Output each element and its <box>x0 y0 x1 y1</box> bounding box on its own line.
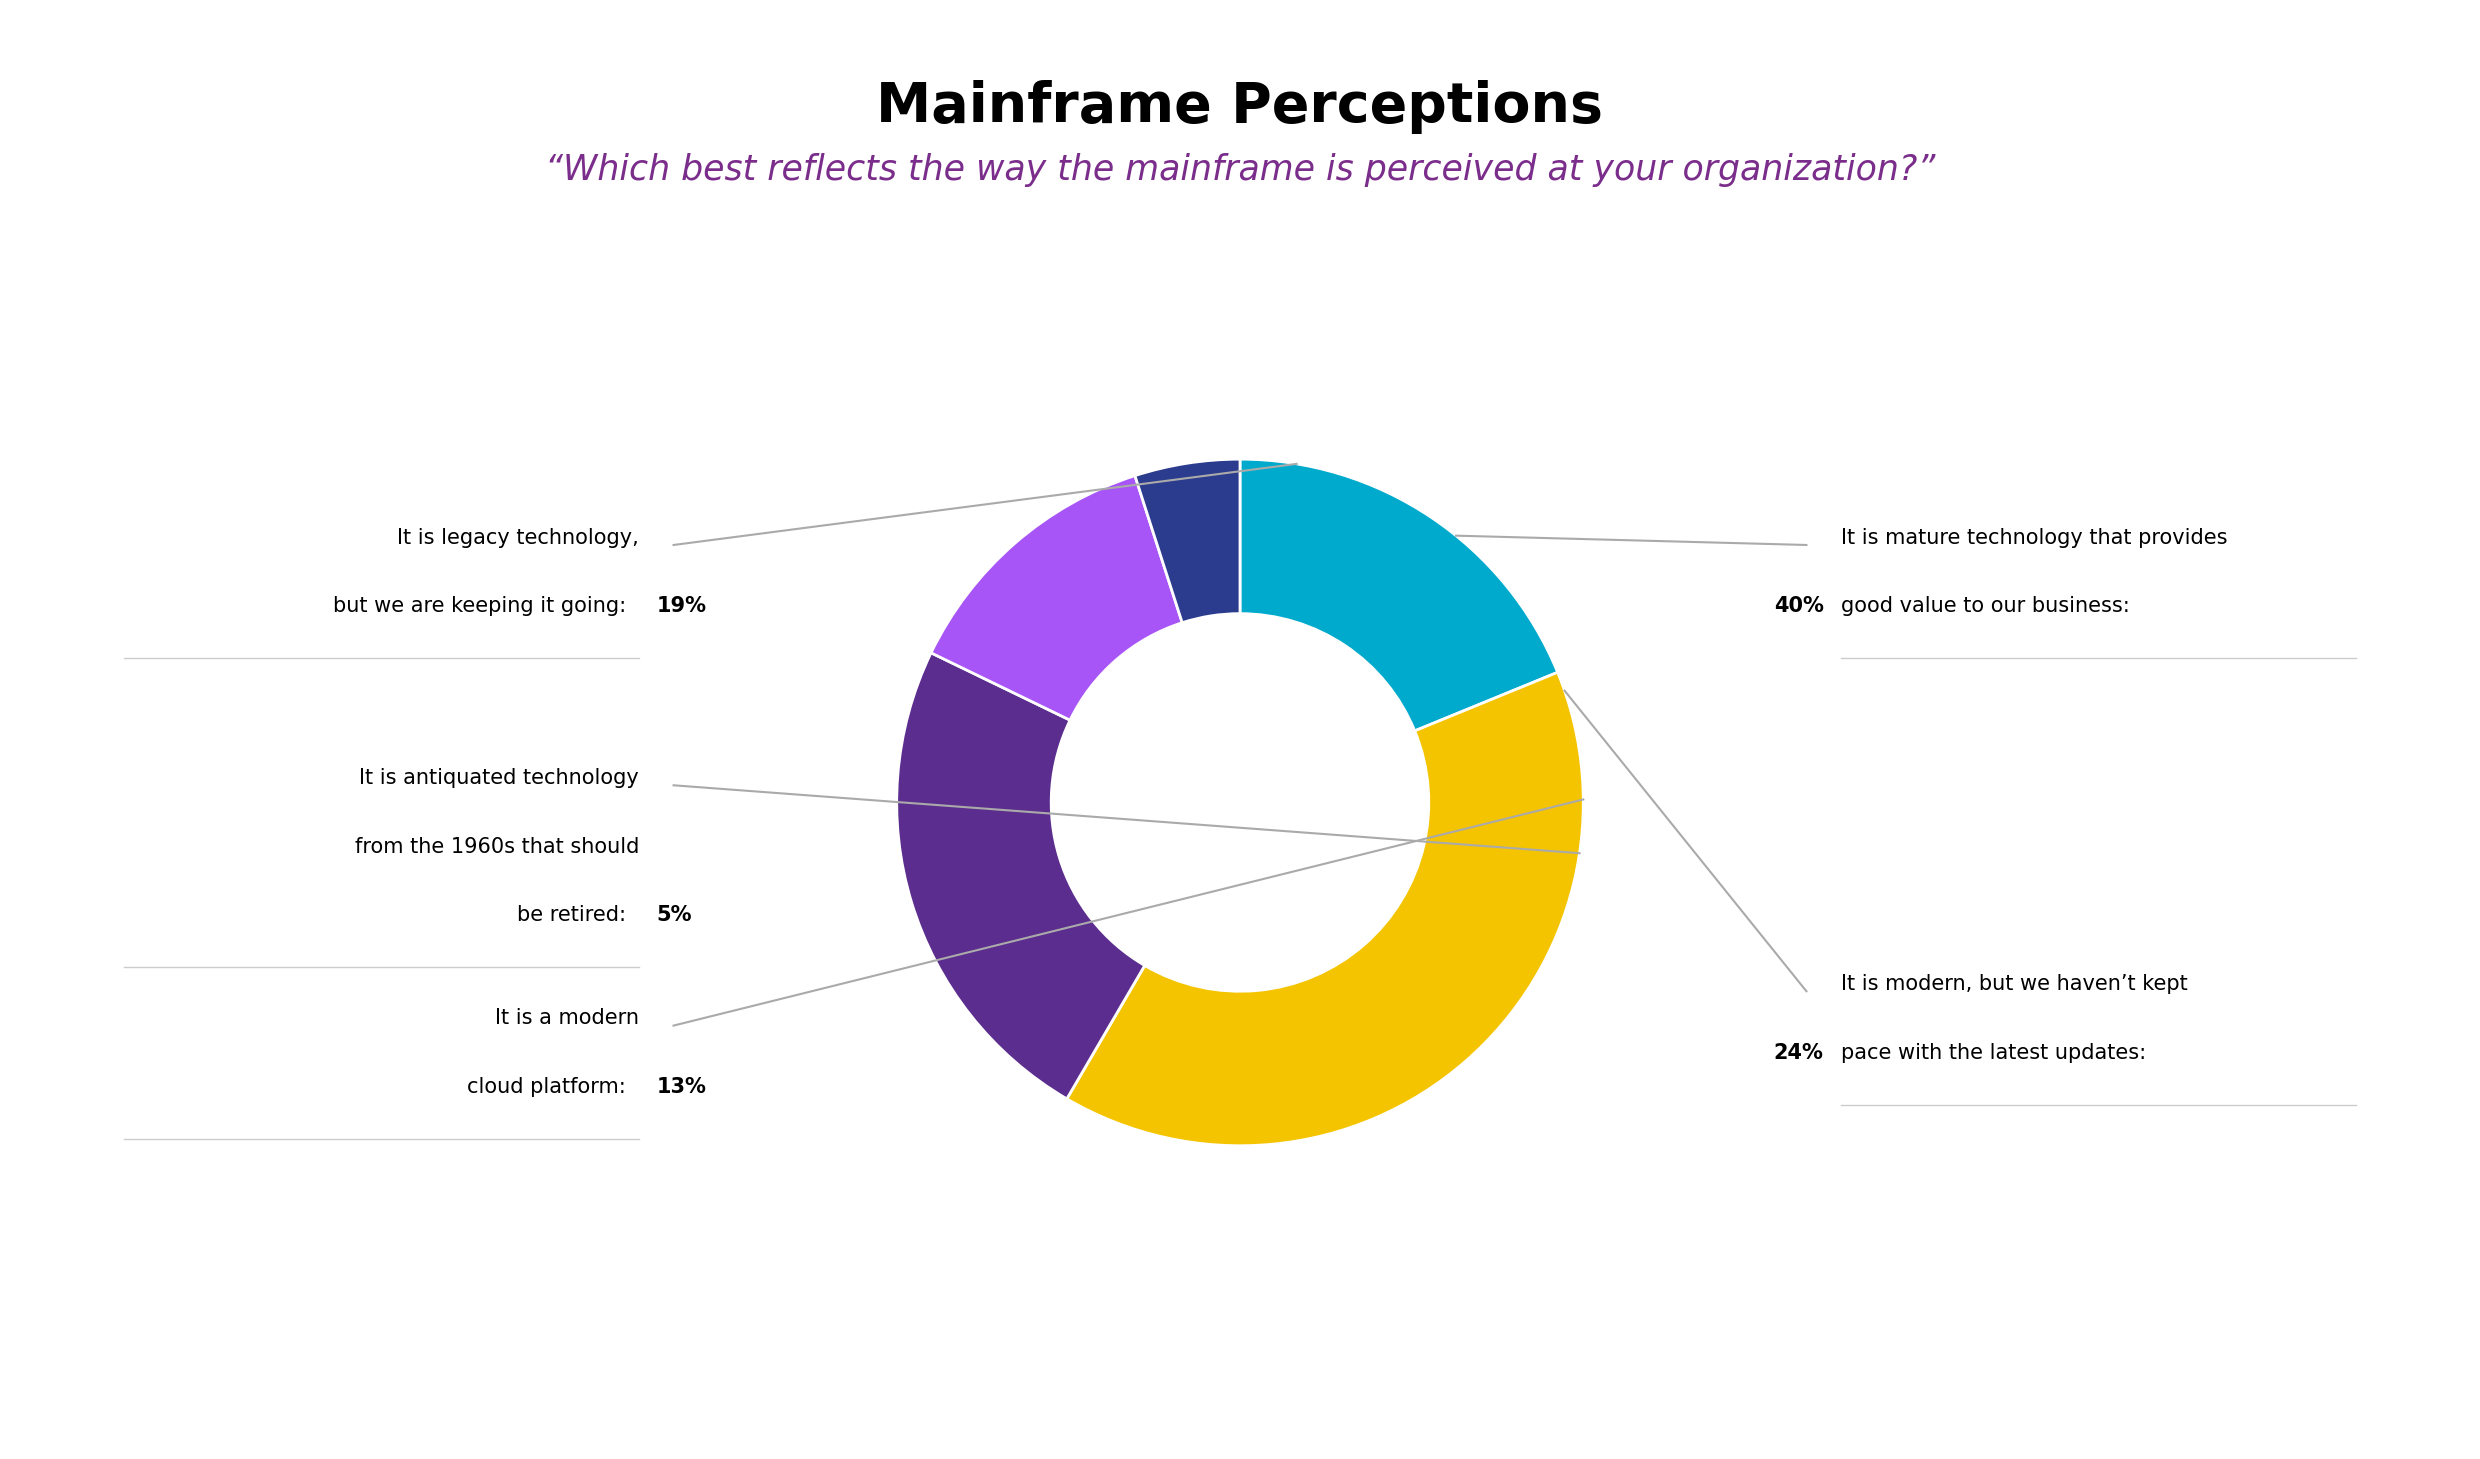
Text: It is modern, but we haven’t kept: It is modern, but we haven’t kept <box>1840 975 2187 994</box>
Text: 24%: 24% <box>1773 1043 1823 1062</box>
Text: good value to our business:: good value to our business: <box>1840 597 2143 617</box>
Text: It is antiquated technology: It is antiquated technology <box>360 767 640 788</box>
Wedge shape <box>1066 673 1582 1145</box>
Text: pace with the latest updates:: pace with the latest updates: <box>1840 1043 2160 1062</box>
Text: 19%: 19% <box>657 597 707 617</box>
Wedge shape <box>898 652 1146 1099</box>
Text: cloud platform:: cloud platform: <box>466 1077 640 1097</box>
Text: Mainframe Perceptions: Mainframe Perceptions <box>875 80 1605 134</box>
Text: 40%: 40% <box>1773 597 1823 617</box>
Text: be retired:: be retired: <box>516 906 640 925</box>
Wedge shape <box>1240 460 1557 731</box>
Text: 5%: 5% <box>657 906 692 925</box>
Text: It is a modern: It is a modern <box>496 1008 640 1029</box>
Text: but we are keeping it going:: but we are keeping it going: <box>332 597 640 617</box>
Wedge shape <box>1136 460 1240 623</box>
Text: “Which best reflects the way the mainframe is perceived at your organization?”: “Which best reflects the way the mainfra… <box>546 153 1934 187</box>
Text: from the 1960s that should: from the 1960s that should <box>355 837 640 856</box>
Text: It is mature technology that provides: It is mature technology that provides <box>1840 528 2227 547</box>
Text: It is legacy technology,: It is legacy technology, <box>397 528 640 547</box>
Wedge shape <box>930 476 1183 721</box>
Text: 13%: 13% <box>657 1077 707 1097</box>
